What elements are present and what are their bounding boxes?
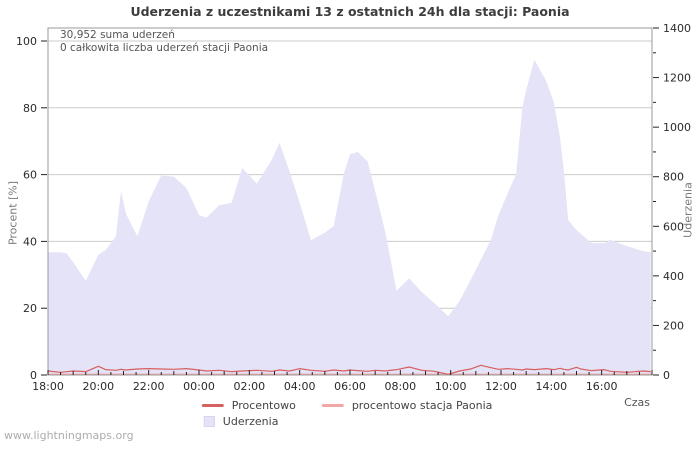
- legend-item-procentowo: Procentowo: [201, 399, 296, 412]
- svg-text:20:00: 20:00: [82, 380, 114, 393]
- svg-text:22:00: 22:00: [133, 380, 165, 393]
- svg-text:0: 0: [30, 369, 37, 382]
- svg-text:16:00: 16:00: [586, 380, 618, 393]
- y-axis-label-right: Uderzenia: [681, 182, 695, 238]
- svg-text:20: 20: [23, 302, 37, 315]
- svg-text:0: 0: [663, 369, 670, 382]
- svg-text:06:00: 06:00: [334, 380, 366, 393]
- chart-title: Uderzenia z uczestnikami 13 z ostatnich …: [130, 4, 570, 19]
- svg-text:12:00: 12:00: [485, 380, 517, 393]
- svg-text:04:00: 04:00: [284, 380, 316, 393]
- svg-text:600: 600: [663, 220, 684, 233]
- svg-text:00:00: 00:00: [183, 380, 215, 393]
- legend-swatch-procentowo: [201, 404, 224, 407]
- legend-label-procentowo: Procentowo: [231, 399, 296, 412]
- svg-text:100: 100: [16, 35, 37, 48]
- y-axis-label-left: Procent [%]: [6, 180, 20, 246]
- svg-text:60: 60: [23, 169, 37, 182]
- svg-text:10:00: 10:00: [435, 380, 467, 393]
- x-axis-label: Czas: [624, 396, 650, 409]
- legend-item-station: procentowo stacja Paonia: [321, 399, 493, 412]
- legend-swatch-station: [321, 404, 344, 407]
- legend: Procentowo procentowo stacja Paonia Uder…: [201, 399, 493, 428]
- watermark: www.lightningmaps.org: [4, 429, 134, 442]
- legend-row-lines: Procentowo procentowo stacja Paonia: [201, 399, 493, 412]
- legend-item-uderzenia: Uderzenia: [202, 415, 279, 428]
- legend-label-uderzenia: Uderzenia: [222, 415, 279, 428]
- svg-text:200: 200: [663, 319, 684, 332]
- legend-label-station: procentowo stacja Paonia: [351, 399, 493, 412]
- svg-text:1200: 1200: [663, 72, 691, 85]
- svg-text:800: 800: [663, 171, 684, 184]
- svg-text:400: 400: [663, 270, 684, 283]
- annotation-station-strikes: 0 całkowita liczba uderzeń stacji Paonia: [60, 42, 269, 54]
- svg-text:14:00: 14:00: [535, 380, 567, 393]
- svg-text:02:00: 02:00: [233, 380, 265, 393]
- svg-text:1000: 1000: [663, 121, 691, 134]
- svg-text:1400: 1400: [663, 22, 691, 35]
- legend-row-area: Uderzenia: [202, 415, 279, 428]
- legend-swatch-uderzenia: [203, 416, 215, 427]
- svg-text:40: 40: [23, 235, 37, 248]
- svg-text:80: 80: [23, 102, 37, 115]
- svg-text:18:00: 18:00: [32, 380, 64, 393]
- svg-text:08:00: 08:00: [384, 380, 416, 393]
- annotation-total-strikes: 30,952 suma uderzeń: [60, 29, 175, 41]
